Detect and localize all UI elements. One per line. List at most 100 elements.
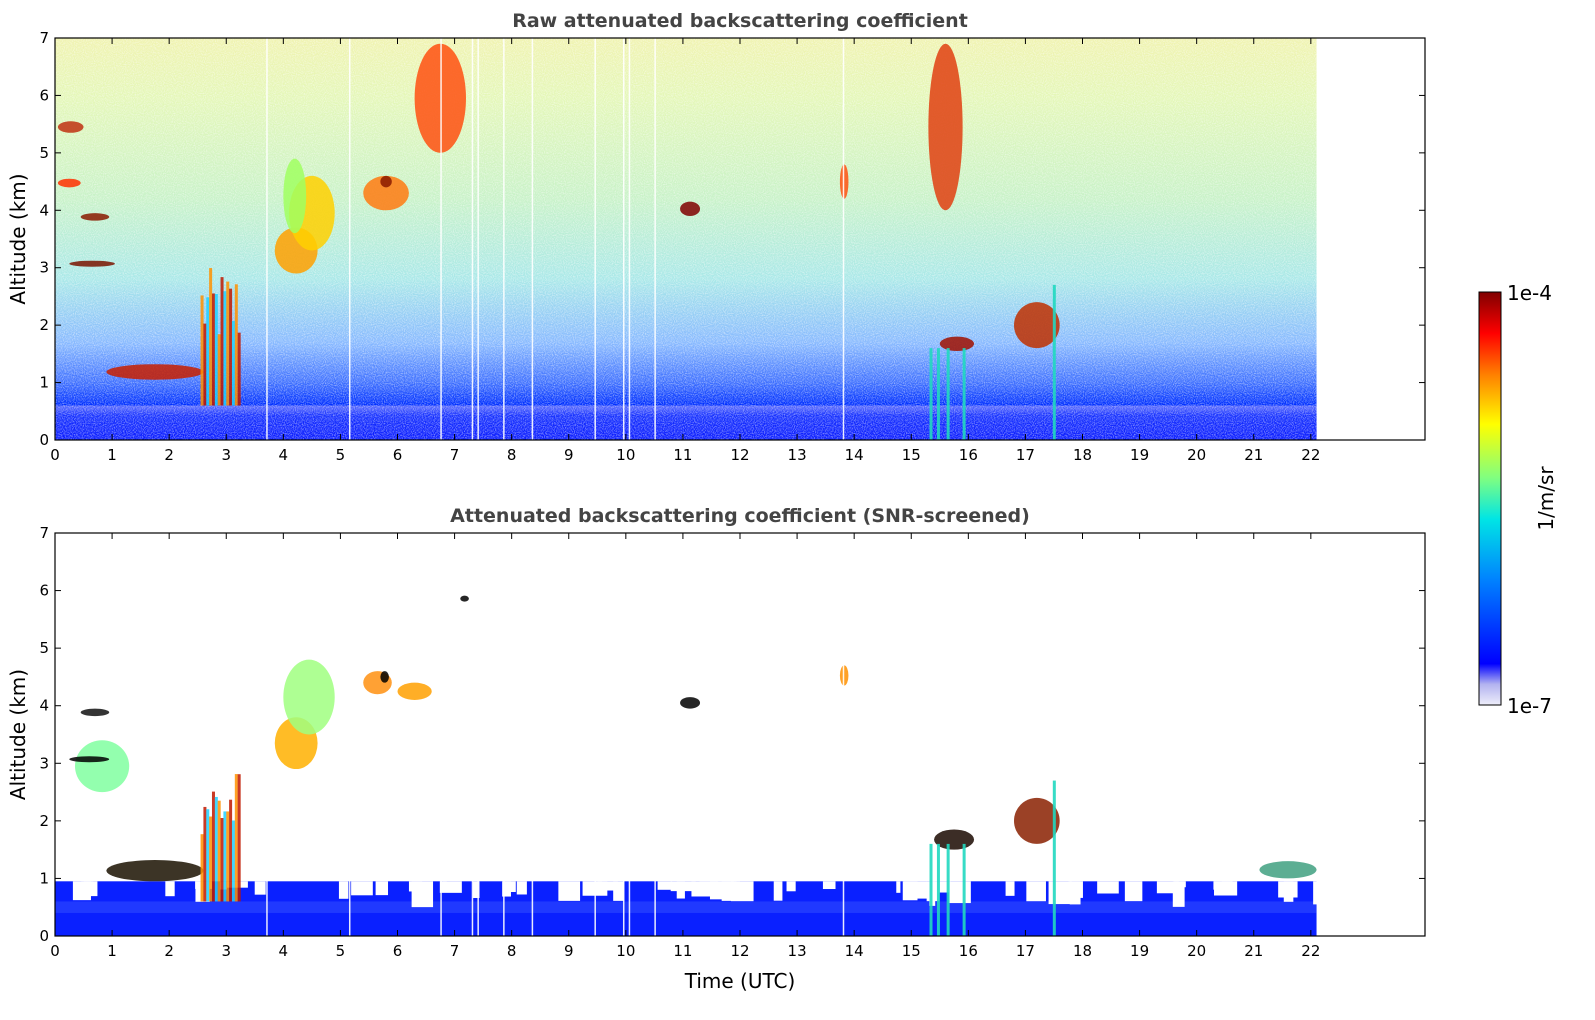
screened-gap-52 bbox=[1221, 881, 1233, 889]
raw-precip-shaft-0 bbox=[929, 348, 933, 440]
bot-xtick-label-22: 22 bbox=[1301, 942, 1320, 960]
screened-backscatter-heatmap bbox=[55, 533, 1331, 936]
screened-feature-1 bbox=[74, 740, 130, 793]
raw-feature-14 bbox=[57, 121, 84, 133]
raw-feature-6 bbox=[363, 175, 409, 211]
bot-gap-line-7 bbox=[594, 533, 596, 936]
screened-gap-0 bbox=[786, 881, 796, 892]
screened-gap-51 bbox=[502, 881, 511, 897]
top-xtick-label-3: 3 bbox=[221, 446, 231, 464]
top-xtick-label-1: 1 bbox=[107, 446, 117, 464]
screened-gap-56 bbox=[439, 881, 462, 893]
raw-precip-shaft-4 bbox=[1052, 284, 1056, 440]
screened-gap-25 bbox=[558, 881, 581, 901]
top-xtick-label-12: 12 bbox=[730, 446, 749, 464]
screened-gap-53 bbox=[1172, 881, 1185, 907]
screened-gap-13 bbox=[375, 881, 389, 896]
screened-feature-13 bbox=[1014, 797, 1060, 844]
bot-gap-line-11 bbox=[842, 533, 845, 936]
screened-plume-streak-13 bbox=[237, 774, 241, 902]
bot-ytick-label-7: 7 bbox=[39, 524, 49, 542]
top-gap-line-8 bbox=[622, 38, 625, 440]
top-xtick-label-11: 11 bbox=[673, 446, 692, 464]
screened-feature-8 bbox=[397, 682, 432, 700]
screened-feature-12 bbox=[934, 829, 975, 850]
screened-gap-33 bbox=[597, 881, 602, 894]
screened-precip-shaft-4 bbox=[1052, 780, 1056, 936]
top-xtick-label-16: 16 bbox=[959, 446, 978, 464]
top-gap-line-10 bbox=[654, 38, 656, 440]
top-xtick-label-15: 15 bbox=[902, 446, 921, 464]
screened-plot-frame bbox=[54, 532, 1426, 937]
screened-plume-streak-12 bbox=[234, 774, 238, 902]
raw-feature-11 bbox=[939, 336, 975, 351]
top-xtick-label-2: 2 bbox=[164, 446, 174, 464]
raw-plume-streak-3 bbox=[209, 268, 213, 406]
screened-gap-50 bbox=[1026, 881, 1046, 902]
raw-feature-9 bbox=[680, 201, 701, 217]
bot-xtick-label-9: 9 bbox=[564, 942, 574, 960]
top-ytick-label-2: 2 bbox=[39, 316, 49, 334]
time-axis-label: Time (UTC) bbox=[684, 969, 796, 993]
screened-gap-6 bbox=[254, 881, 266, 895]
bot-gap-line-6 bbox=[531, 533, 534, 936]
top-gap-line-0 bbox=[266, 38, 268, 440]
screened-gap-8 bbox=[1005, 881, 1015, 896]
bot-xtick-label-1: 1 bbox=[107, 942, 117, 960]
screened-gap-48 bbox=[822, 881, 836, 890]
top-gap-line-4 bbox=[477, 38, 479, 440]
bot-xtick-label-8: 8 bbox=[507, 942, 517, 960]
screened-y-ticks: 0 1 2 3 4 5 6 7 bbox=[39, 524, 1425, 945]
bot-gap-line-3 bbox=[471, 533, 474, 936]
top-ytick-label-0: 0 bbox=[39, 431, 49, 449]
screened-gap-46 bbox=[657, 881, 673, 890]
screened-gap-30 bbox=[165, 881, 175, 897]
raw-y-axis-label: Altitude (km) bbox=[6, 173, 30, 304]
screened-mixing-layer bbox=[55, 901, 1317, 913]
screened-feature-7 bbox=[380, 671, 389, 683]
screened-gap-40 bbox=[773, 881, 783, 901]
bot-gap-line-10 bbox=[654, 533, 656, 936]
bot-gap-line-2 bbox=[440, 533, 442, 936]
colorbar-max-label: 1e-4 bbox=[1507, 281, 1552, 305]
top-ytick-label-4: 4 bbox=[39, 201, 49, 219]
raw-plume-streak-0 bbox=[200, 295, 204, 406]
top-xtick-label-21: 21 bbox=[1244, 446, 1263, 464]
raw-plume-streak-8 bbox=[223, 291, 227, 406]
raw-feature-1 bbox=[69, 260, 115, 267]
top-xtick-label-19: 19 bbox=[1130, 446, 1149, 464]
screened-gap-32 bbox=[351, 881, 373, 896]
screened-gap-54 bbox=[338, 881, 349, 899]
bot-xtick-label-21: 21 bbox=[1244, 942, 1263, 960]
screened-plume-streak-9 bbox=[226, 811, 230, 902]
raw-precip-shaft-2 bbox=[946, 348, 950, 440]
screened-gap-1 bbox=[1048, 881, 1072, 905]
bot-ytick-label-5: 5 bbox=[39, 639, 49, 657]
raw-plume-streak-6 bbox=[217, 334, 221, 406]
bot-gap-line-9 bbox=[628, 533, 631, 936]
raw-plume-streak-10 bbox=[229, 288, 233, 406]
top-ytick-label-3: 3 bbox=[39, 259, 49, 277]
colorbar: 1e-4 1e-7 1/m/sr bbox=[1478, 281, 1558, 718]
bot-ytick-label-1: 1 bbox=[39, 869, 49, 887]
top-xtick-label-0: 0 bbox=[50, 446, 60, 464]
raw-backscatter-heatmap bbox=[55, 38, 1317, 440]
bot-xtick-label-15: 15 bbox=[902, 942, 921, 960]
bot-xtick-label-4: 4 bbox=[279, 942, 289, 960]
bot-xtick-label-12: 12 bbox=[730, 942, 749, 960]
bot-xtick-label-3: 3 bbox=[221, 942, 231, 960]
screened-gap-41 bbox=[613, 881, 625, 901]
raw-feature-12 bbox=[928, 43, 963, 211]
raw-panel-title: Raw attenuated backscattering coefficien… bbox=[512, 10, 968, 32]
raw-x-ticks: 0 1 2 3 4 5 6 7 8 9 10 11 12 13 14 15 16 17 18 19 20 21 22 bbox=[50, 38, 1320, 464]
screened-feature-14 bbox=[1259, 861, 1317, 879]
bot-gap-line-1 bbox=[348, 533, 351, 936]
raw-y-ticks: 0 1 2 3 4 5 6 7 bbox=[39, 29, 1425, 449]
screened-gap-45 bbox=[1097, 881, 1119, 894]
raw-plume-streak-1 bbox=[203, 323, 207, 406]
raw-feature-13 bbox=[1014, 302, 1060, 349]
top-xtick-label-10: 10 bbox=[616, 446, 635, 464]
raw-plume-streak-2 bbox=[206, 297, 210, 406]
bot-ytick-label-4: 4 bbox=[39, 697, 49, 715]
